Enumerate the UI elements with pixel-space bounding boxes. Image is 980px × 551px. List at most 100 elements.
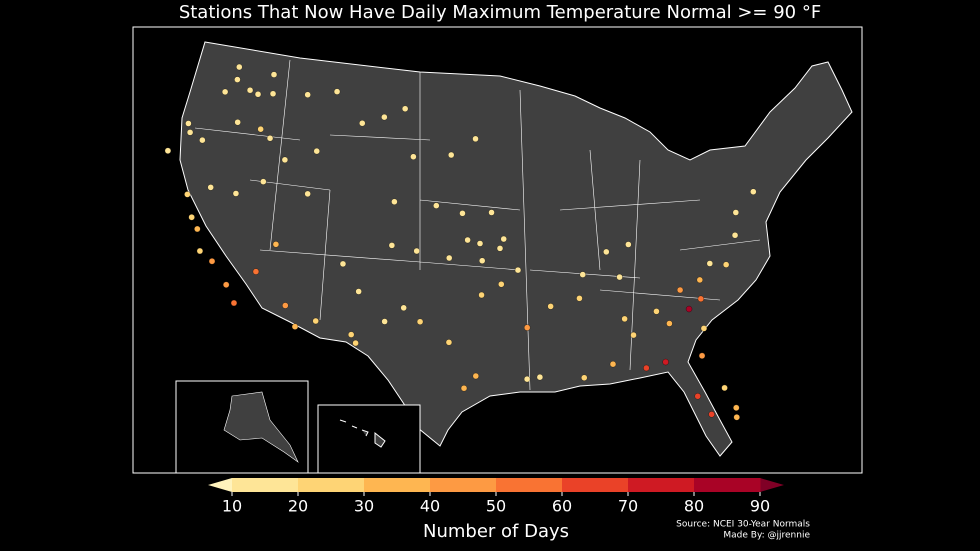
colorbar-tick-label: 50 — [486, 497, 506, 516]
station — [694, 393, 701, 400]
station — [500, 235, 507, 243]
hawaii-shape — [339, 419, 386, 448]
station — [581, 374, 588, 381]
station — [184, 191, 191, 198]
station — [304, 91, 311, 98]
station — [164, 147, 172, 154]
colorbar-bin — [298, 478, 365, 492]
station — [496, 245, 504, 252]
station — [523, 375, 531, 383]
colorbar-under — [208, 478, 232, 492]
colorbar-tick-label: 10 — [222, 497, 242, 516]
station — [498, 281, 505, 288]
station — [416, 318, 424, 325]
station — [199, 136, 206, 144]
station — [236, 63, 243, 71]
station — [685, 305, 693, 313]
station — [621, 315, 628, 323]
station — [381, 113, 388, 121]
station — [246, 87, 254, 94]
station — [609, 361, 617, 368]
station — [433, 202, 440, 209]
station — [266, 135, 274, 142]
station — [698, 352, 706, 359]
station — [410, 153, 417, 160]
station — [232, 190, 240, 197]
colorbar-tick-label: 40 — [420, 497, 440, 516]
colorbar-bin — [628, 478, 695, 492]
colorbar-label: Number of Days — [423, 521, 569, 542]
station — [208, 258, 216, 265]
station — [391, 198, 398, 205]
station — [223, 281, 230, 288]
station — [514, 266, 522, 274]
stations — [164, 63, 757, 421]
colorbar-over — [760, 478, 784, 492]
station — [666, 320, 673, 327]
station — [524, 324, 531, 331]
credit-note: Made By: @jjrennie — [723, 531, 810, 541]
station — [662, 358, 669, 366]
station — [448, 151, 455, 159]
station — [257, 126, 264, 133]
station — [413, 247, 420, 255]
station — [488, 209, 495, 216]
map-title: Stations That Now Have Daily Maximum Tem… — [179, 2, 821, 23]
station — [313, 147, 320, 155]
colorbar-bin — [232, 478, 299, 492]
station — [676, 286, 684, 294]
colorbar-tick-label: 60 — [552, 497, 572, 516]
station — [281, 156, 289, 163]
station — [479, 257, 486, 264]
station — [186, 129, 194, 136]
station — [643, 364, 650, 372]
station — [478, 291, 485, 299]
station — [547, 303, 554, 310]
station — [446, 254, 453, 262]
colorbar-bin — [430, 478, 497, 492]
station — [270, 71, 278, 78]
colorbar-tick-label: 70 — [618, 497, 638, 516]
station — [352, 339, 359, 347]
station — [696, 276, 703, 284]
station — [472, 372, 479, 380]
station — [476, 240, 484, 247]
station — [445, 339, 453, 346]
colorbar: 10 20 30 40 50 60 70 80 90 — [208, 478, 784, 516]
station — [630, 331, 637, 339]
station — [230, 299, 238, 307]
station — [721, 384, 728, 392]
station — [700, 325, 708, 332]
station — [653, 308, 660, 315]
station — [731, 232, 739, 239]
station — [536, 373, 544, 381]
station — [333, 88, 341, 95]
station — [576, 295, 583, 302]
station — [291, 323, 299, 330]
station — [722, 261, 730, 268]
station — [254, 91, 262, 98]
colorbar-bin — [694, 478, 761, 492]
station — [401, 105, 409, 112]
colorbar-bin — [562, 478, 629, 492]
alaska-shape — [223, 391, 299, 463]
station — [207, 184, 214, 191]
station — [188, 214, 195, 221]
station — [339, 260, 347, 268]
station — [400, 304, 407, 311]
conus-outline — [179, 41, 853, 457]
station — [625, 241, 632, 248]
station — [234, 119, 241, 126]
station — [348, 331, 355, 338]
station — [272, 241, 280, 248]
source-note: Source: NCEI 30-Year Normals — [676, 520, 810, 530]
station — [381, 318, 388, 325]
station — [460, 385, 468, 392]
station — [194, 225, 201, 233]
station — [252, 268, 260, 275]
station — [269, 90, 277, 97]
colorbar-bin — [496, 478, 563, 492]
colorbar-tick-label: 90 — [750, 497, 770, 516]
